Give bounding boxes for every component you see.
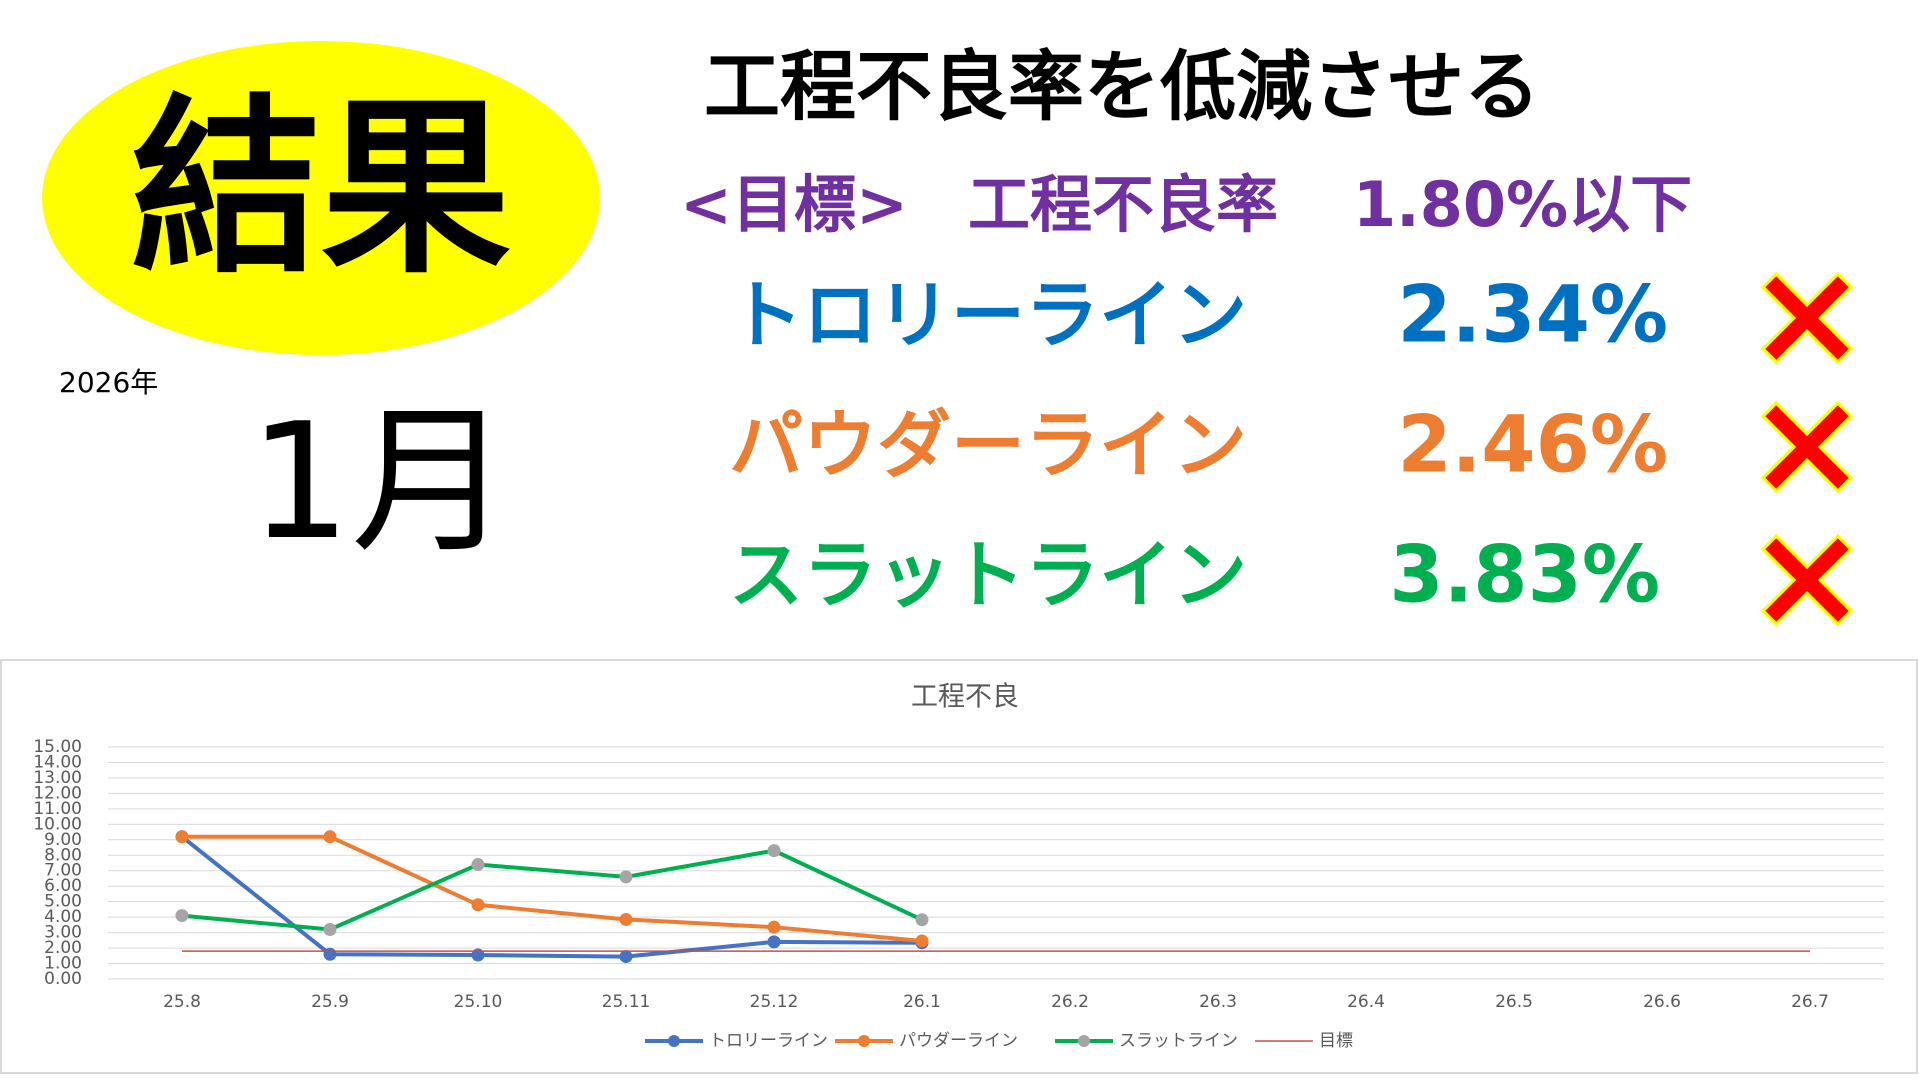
y-tick-label: 6.00 — [44, 876, 82, 896]
line-rate: 2.46% — [1397, 400, 1668, 490]
target-label: <目標> — [680, 168, 908, 241]
series-marker — [471, 898, 485, 912]
y-tick-label: 2.00 — [44, 938, 82, 958]
series-marker — [915, 913, 929, 927]
chart-frame — [0, 659, 1918, 1074]
series-marker — [471, 858, 485, 872]
series-marker — [767, 844, 781, 858]
series-marker — [767, 935, 781, 949]
x-tick-label: 26.1 — [903, 992, 941, 1012]
series-marker — [323, 830, 337, 844]
legend-marker — [858, 1035, 870, 1047]
series-marker — [175, 830, 189, 844]
slide-title: 工程不良率を低減させる — [704, 42, 1540, 131]
x-tick-label: 26.4 — [1347, 992, 1385, 1012]
legend-label: パウダーライン — [899, 1031, 1018, 1051]
chart-title: 工程不良 — [911, 682, 1019, 713]
x-tick-label: 26.5 — [1495, 992, 1533, 1012]
legend-marker — [668, 1035, 680, 1047]
y-tick-label: 5.00 — [44, 892, 82, 912]
x-tick-label: 25.11 — [602, 992, 651, 1012]
series-marker — [323, 947, 337, 961]
fail-mark — [1760, 271, 1854, 365]
series-marker — [323, 923, 337, 937]
line-name: パウダーライン — [729, 403, 1247, 489]
y-tick-label: 13.00 — [33, 768, 82, 788]
y-tick-label: 10.00 — [33, 814, 82, 834]
x-tick-label: 25.12 — [750, 992, 799, 1012]
y-tick-label: 4.00 — [44, 907, 82, 927]
x-tick-label: 26.3 — [1199, 992, 1237, 1012]
series-marker — [619, 912, 633, 926]
series-marker — [767, 920, 781, 934]
fail-mark — [1760, 533, 1854, 627]
line-name: スラットライン — [729, 533, 1247, 619]
x-tick-label: 26.6 — [1643, 992, 1681, 1012]
series-marker — [915, 934, 929, 948]
series-marker — [619, 870, 633, 884]
series-line — [180, 835, 923, 959]
x-tick-label: 25.10 — [454, 992, 503, 1012]
line-rate: 3.83% — [1389, 530, 1660, 620]
y-tick-label: 8.00 — [44, 845, 82, 865]
y-tick-label: 1.00 — [44, 954, 82, 974]
y-tick-label: 0.00 — [44, 969, 82, 989]
year: 2026年 — [59, 366, 158, 399]
y-tick-label: 3.00 — [44, 923, 82, 943]
y-tick-label: 12.00 — [33, 783, 82, 803]
fail-mark — [1760, 400, 1854, 494]
legend-marker — [1078, 1035, 1090, 1047]
y-tick-label: 14.00 — [33, 752, 82, 772]
target-value: 1.80%以下 — [1353, 168, 1692, 241]
series-line — [182, 834, 923, 943]
legend-label: スラットライン — [1119, 1031, 1238, 1051]
legend-label: トロリーライン — [709, 1031, 828, 1051]
badge-text: 結果 — [131, 76, 511, 299]
x-tick-label: 25.8 — [163, 992, 201, 1012]
line-name: トロリーライン — [729, 273, 1247, 359]
target-metric: 工程不良率 — [968, 168, 1278, 241]
x-tick-label: 25.9 — [311, 992, 349, 1012]
series-line — [181, 848, 923, 932]
x-tick-label: 26.2 — [1051, 992, 1089, 1012]
badge-ellipse — [42, 41, 600, 355]
x-tick-label: 26.7 — [1791, 992, 1829, 1012]
month: 1月 — [249, 388, 511, 575]
fail-marks — [1760, 271, 1854, 627]
legend-label: 目標 — [1319, 1031, 1353, 1051]
line-rate: 2.34% — [1397, 270, 1668, 360]
y-tick-label: 9.00 — [44, 830, 82, 850]
y-tick-label: 15.00 — [33, 737, 82, 757]
series-marker — [619, 950, 633, 964]
y-tick-label: 7.00 — [44, 861, 82, 881]
series-marker — [175, 909, 189, 923]
y-tick-label: 11.00 — [33, 799, 82, 819]
